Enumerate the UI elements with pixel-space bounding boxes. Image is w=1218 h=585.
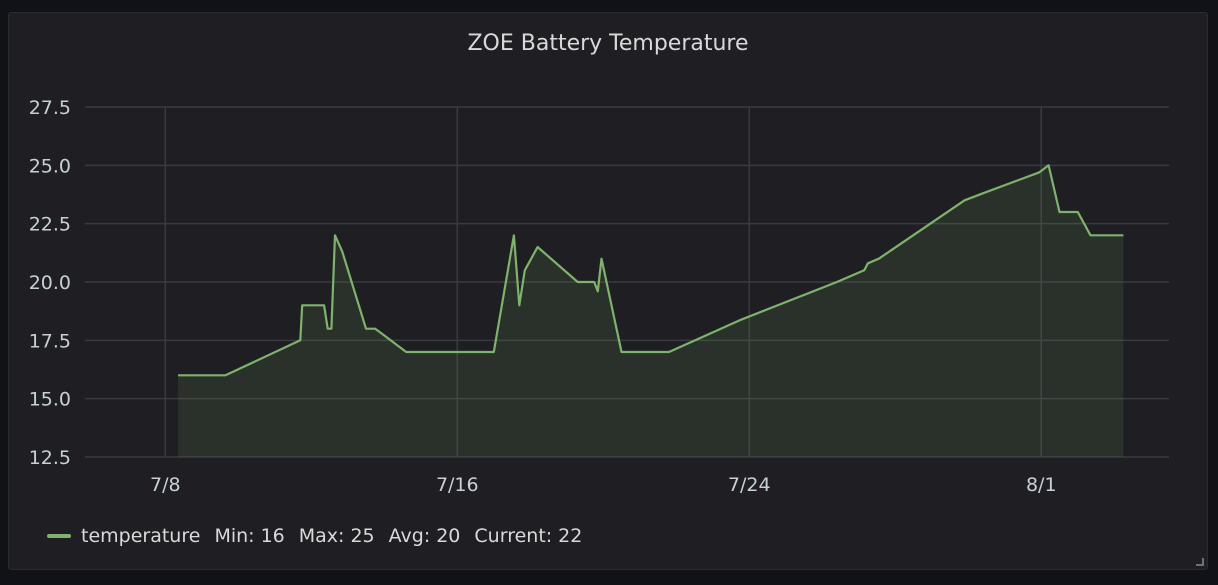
y-tick-label: 25.0 (29, 155, 71, 177)
x-tick-label: 7/16 (436, 474, 479, 496)
y-grid (85, 106, 1169, 458)
legend-current-key: Current: (474, 525, 553, 547)
legend-stat-min: Min: 16 (214, 525, 284, 547)
legend-min-key: Min: (214, 525, 255, 547)
y-tick-label: 17.5 (29, 330, 71, 352)
x-tick-label: 7/8 (150, 474, 181, 496)
legend-max-value: 25 (350, 525, 375, 547)
legend-current-value: 22 (558, 525, 583, 547)
y-tick-label: 12.5 (29, 447, 71, 469)
legend-stat-current: Current: 22 (474, 525, 582, 547)
legend-max-key: Max: (298, 525, 345, 547)
series-area-fill (178, 165, 1124, 458)
x-tick-label: 7/24 (728, 474, 771, 496)
legend-series-swatch[interactable] (47, 534, 71, 538)
legend: temperature Min: 16 Max: 25 Avg: 20 Current… (47, 523, 582, 549)
legend-series-label[interactable]: temperature (81, 525, 201, 547)
y-tick-label: 20.0 (29, 272, 71, 294)
series-line-temperature[interactable] (178, 164, 1124, 377)
x-grid (164, 107, 1043, 457)
series-line-group (178, 164, 1124, 377)
series-area-temperature (178, 165, 1124, 458)
legend-stat-max: Max: 25 (299, 525, 375, 547)
legend-avg-value: 20 (436, 525, 461, 547)
chart-area: 12.5 15.0 17.5 20.0 22.5 25.0 27.5 7/8 7/16 7/24… (29, 97, 1169, 496)
panel-title[interactable]: ZOE Battery Temperature (467, 31, 749, 56)
graph-panel: ZOE Battery Temperature 12.5 15.0 17.5 20.0… (8, 12, 1208, 570)
y-tick-label: 22.5 (29, 214, 71, 236)
panel-resize-handle[interactable] (1196, 558, 1204, 566)
x-tick-label: 8/1 (1026, 474, 1057, 496)
y-tick-label: 15.0 (29, 389, 71, 411)
y-tick-label: 27.5 (29, 97, 71, 119)
x-axis-labels: 7/8 7/16 7/24 8/1 (150, 474, 1057, 496)
legend-stat-avg: Avg: 20 (389, 525, 461, 547)
legend-avg-key: Avg: (388, 525, 431, 547)
y-axis-labels: 12.5 15.0 17.5 20.0 22.5 25.0 27.5 (29, 97, 71, 469)
legend-min-value: 16 (260, 525, 285, 547)
